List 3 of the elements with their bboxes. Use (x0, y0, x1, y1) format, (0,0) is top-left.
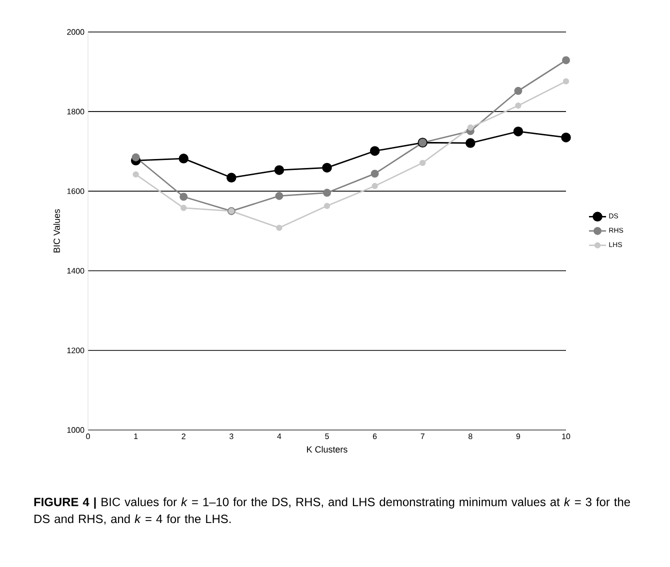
x-axis-title: K Clusters (307, 446, 348, 453)
y-axis-title: BIC Values (53, 209, 60, 252)
text: FIGURE 4 | BIC values for k = 1–10 for the DS, RHS, and LHS demonstrating minimum values at k = 3 for the DS and RHS, and k = 4 for the LHS. (34, 497, 630, 525)
